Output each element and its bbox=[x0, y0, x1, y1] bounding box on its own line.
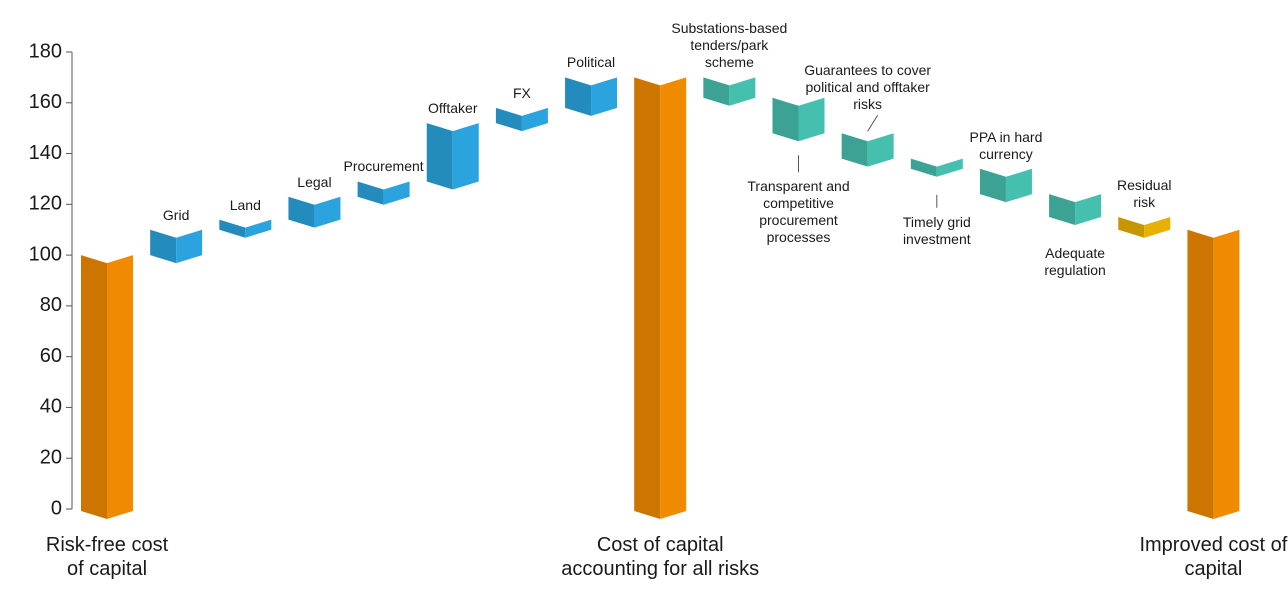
category-label: Procurement bbox=[343, 158, 424, 175]
bar-right-face bbox=[107, 255, 133, 519]
bar-left-face bbox=[910, 158, 937, 177]
y-tick-label: 0 bbox=[51, 497, 62, 519]
y-tick-label: 120 bbox=[29, 193, 62, 215]
category-label: Adequate regulation bbox=[1044, 245, 1106, 279]
bar-left-face bbox=[81, 255, 107, 519]
bar-right-face bbox=[729, 77, 756, 106]
category-label: FX bbox=[512, 84, 531, 101]
bar bbox=[634, 77, 687, 519]
bar bbox=[288, 196, 341, 228]
y-tick-label: 60 bbox=[40, 345, 62, 367]
bar-right-face bbox=[314, 196, 341, 228]
bar-right-face bbox=[936, 158, 963, 177]
bar-left-face bbox=[565, 77, 592, 116]
y-tick-label: 160 bbox=[29, 91, 62, 113]
bar bbox=[1049, 194, 1102, 226]
category-label: Grid bbox=[162, 206, 190, 223]
bar bbox=[426, 123, 479, 190]
bar-right-face bbox=[383, 181, 410, 205]
bar-left-face bbox=[1118, 217, 1145, 238]
category-label: Offtaker bbox=[427, 100, 478, 117]
bar-right-face bbox=[1075, 194, 1102, 226]
bar-right-face bbox=[452, 123, 479, 190]
y-tick-label: 40 bbox=[40, 396, 62, 418]
category-label: Guarantees to cover political and offtak… bbox=[804, 62, 932, 113]
bar-left-face bbox=[772, 97, 799, 142]
y-tick-label: 180 bbox=[29, 40, 62, 62]
category-label: PPA in hard currency bbox=[969, 128, 1043, 162]
category-label: Land bbox=[229, 196, 261, 213]
y-tick-label: 140 bbox=[29, 142, 62, 164]
bar bbox=[150, 229, 203, 264]
y-tick-label: 20 bbox=[40, 447, 62, 469]
category-label: Timely grid investment bbox=[902, 213, 971, 247]
bar bbox=[703, 77, 756, 106]
bar-right-face bbox=[798, 97, 825, 142]
leader-line bbox=[867, 114, 879, 132]
bar bbox=[495, 107, 548, 132]
bar-right-face bbox=[591, 77, 618, 116]
bar-left-face bbox=[1049, 194, 1076, 226]
bar-left-face bbox=[703, 77, 730, 106]
bar-right-face bbox=[521, 107, 548, 132]
category-label: Transparent and competitive procurement … bbox=[747, 178, 850, 246]
category-label: Substations-based tenders/park scheme bbox=[671, 20, 788, 71]
bar bbox=[81, 255, 133, 519]
bar-left-face bbox=[357, 181, 384, 205]
bar bbox=[841, 133, 894, 167]
bar-right-face bbox=[1213, 229, 1240, 519]
bar bbox=[772, 97, 825, 142]
bar bbox=[1118, 217, 1171, 238]
bar-left-face bbox=[634, 77, 661, 519]
bar-right-face bbox=[245, 219, 272, 238]
category-label: Residual risk bbox=[1117, 177, 1172, 211]
bar-left-face bbox=[426, 123, 453, 190]
bar bbox=[979, 168, 1032, 203]
bar bbox=[565, 77, 618, 116]
category-label: Risk-free cost of capital bbox=[45, 534, 169, 580]
bar-right-face bbox=[660, 77, 687, 519]
y-tick-label: 80 bbox=[40, 294, 62, 316]
bar bbox=[1187, 229, 1240, 519]
bar-right-face bbox=[1144, 217, 1171, 238]
category-label: Political bbox=[566, 54, 616, 71]
bar-left-face bbox=[1187, 229, 1214, 519]
bar-left-face bbox=[219, 219, 246, 238]
bar-right-face bbox=[867, 133, 894, 167]
bar-left-face bbox=[288, 196, 315, 228]
bar-left-face bbox=[979, 168, 1006, 203]
category-label: Improved cost of capital bbox=[1139, 534, 1288, 580]
bar-left-face bbox=[495, 107, 522, 132]
bar-right-face bbox=[1005, 168, 1032, 203]
bar bbox=[219, 219, 272, 238]
bar bbox=[357, 181, 410, 205]
category-label: Cost of capital accounting for all risks bbox=[561, 534, 760, 580]
bar-left-face bbox=[841, 133, 868, 167]
bar bbox=[910, 158, 963, 177]
bar-left-face bbox=[150, 229, 177, 264]
category-label: Legal bbox=[297, 173, 332, 190]
bar-right-face bbox=[176, 229, 203, 264]
y-tick-label: 100 bbox=[29, 243, 62, 265]
